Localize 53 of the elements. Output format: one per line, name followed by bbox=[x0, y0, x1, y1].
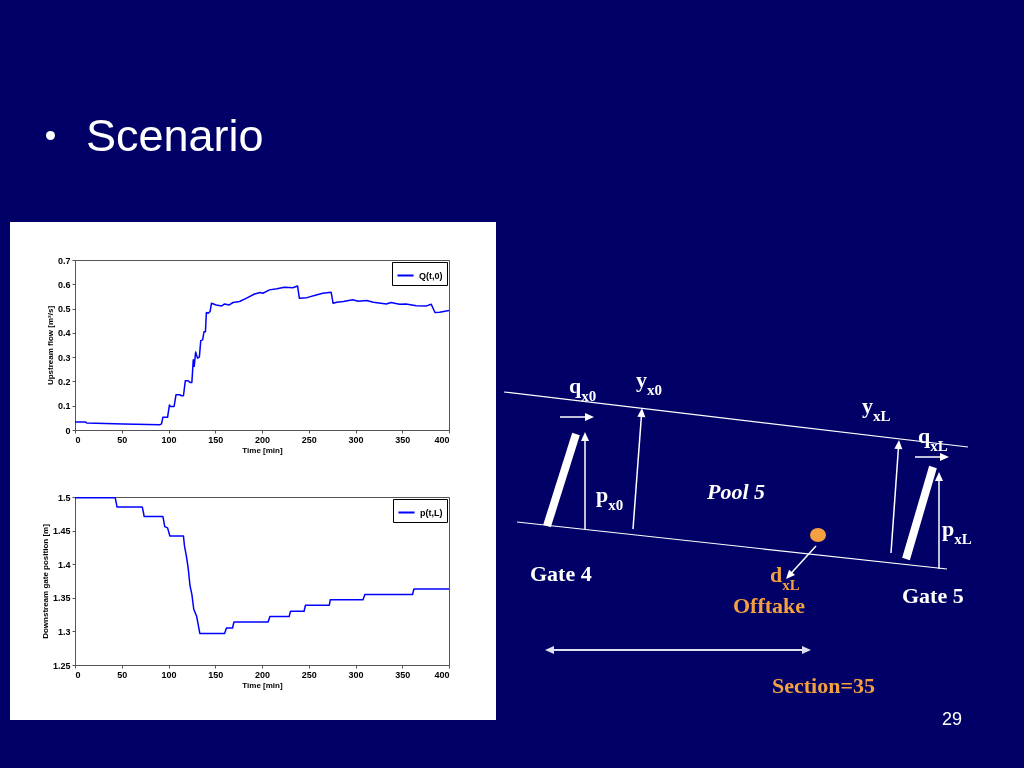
y-tick-label: 0.3 bbox=[57, 352, 71, 363]
x-axis-title: Time [min] bbox=[242, 445, 283, 455]
x-tick-label: 300 bbox=[348, 669, 364, 680]
x-tick-label: 0 bbox=[75, 434, 81, 445]
x-tick-label: 100 bbox=[161, 434, 177, 445]
y-tick-label: 1.45 bbox=[52, 526, 71, 537]
chart-title: Scenario bbox=[86, 110, 264, 162]
text: y$_{xL}$ bbox=[862, 393, 891, 424]
text: p$_{x0}$ bbox=[596, 482, 624, 513]
x-tick-label: 150 bbox=[208, 434, 224, 445]
x-tick-label: 400 bbox=[434, 434, 450, 445]
x-tick-label: 200 bbox=[254, 669, 271, 680]
x-tick-label: 100 bbox=[161, 669, 177, 680]
y-tick-label: 0.5 bbox=[57, 304, 71, 315]
text: q$_{x0}$ bbox=[569, 373, 597, 404]
legend-label: p(t,L) bbox=[420, 507, 443, 518]
y-tick-label: 0.2 bbox=[57, 376, 71, 387]
x-tick-label: 250 bbox=[301, 669, 317, 680]
text: Offtake bbox=[733, 593, 806, 618]
text: Gate 4 bbox=[530, 561, 592, 586]
y-tick-label: 0.7 bbox=[57, 255, 71, 266]
x-tick-label: 350 bbox=[395, 669, 411, 680]
y-tick-label: 0.6 bbox=[57, 279, 71, 290]
y-tick-label: 0 bbox=[65, 425, 71, 436]
text: y$_{x0}$ bbox=[636, 367, 662, 398]
y-tick-label: 1.35 bbox=[52, 593, 71, 604]
x-tick-label: 250 bbox=[301, 434, 317, 445]
line-series bbox=[74, 496, 450, 635]
x-tick-label: 350 bbox=[395, 434, 411, 445]
x-tick-label: 0 bbox=[75, 669, 81, 680]
y-tick-label: 0.4 bbox=[57, 328, 71, 339]
y-axis-title: Upstream flow [m³/s] bbox=[45, 305, 55, 386]
x-tick-label: 50 bbox=[117, 669, 128, 680]
y-tick-label: 1.25 bbox=[52, 660, 71, 671]
x-tick-label: 150 bbox=[208, 669, 224, 680]
legend-label: Q(t,0) bbox=[419, 270, 443, 281]
text: d$_{xL}$ bbox=[770, 562, 800, 593]
x-axis-title: Time [min] bbox=[242, 680, 283, 690]
text: Section=35 bbox=[772, 673, 875, 698]
x-tick-label: 400 bbox=[434, 669, 450, 680]
text: Pool 5 bbox=[706, 479, 766, 504]
line-series bbox=[74, 285, 450, 426]
y-tick-label: 1.3 bbox=[57, 626, 71, 637]
x-tick-label: 200 bbox=[254, 434, 271, 445]
x-tick-label: 50 bbox=[117, 434, 128, 445]
text: 29 bbox=[942, 709, 963, 729]
x-tick-label: 300 bbox=[348, 434, 364, 445]
y-tick-label: 1.4 bbox=[57, 559, 71, 570]
y-tick-label: 0.1 bbox=[57, 401, 71, 412]
text: Gate 5 bbox=[902, 583, 964, 608]
y-axis-title: Downstream gate position [m] bbox=[40, 523, 50, 639]
text: p$_{xL}$ bbox=[942, 516, 972, 547]
y-tick-label: 1.5 bbox=[57, 492, 71, 503]
